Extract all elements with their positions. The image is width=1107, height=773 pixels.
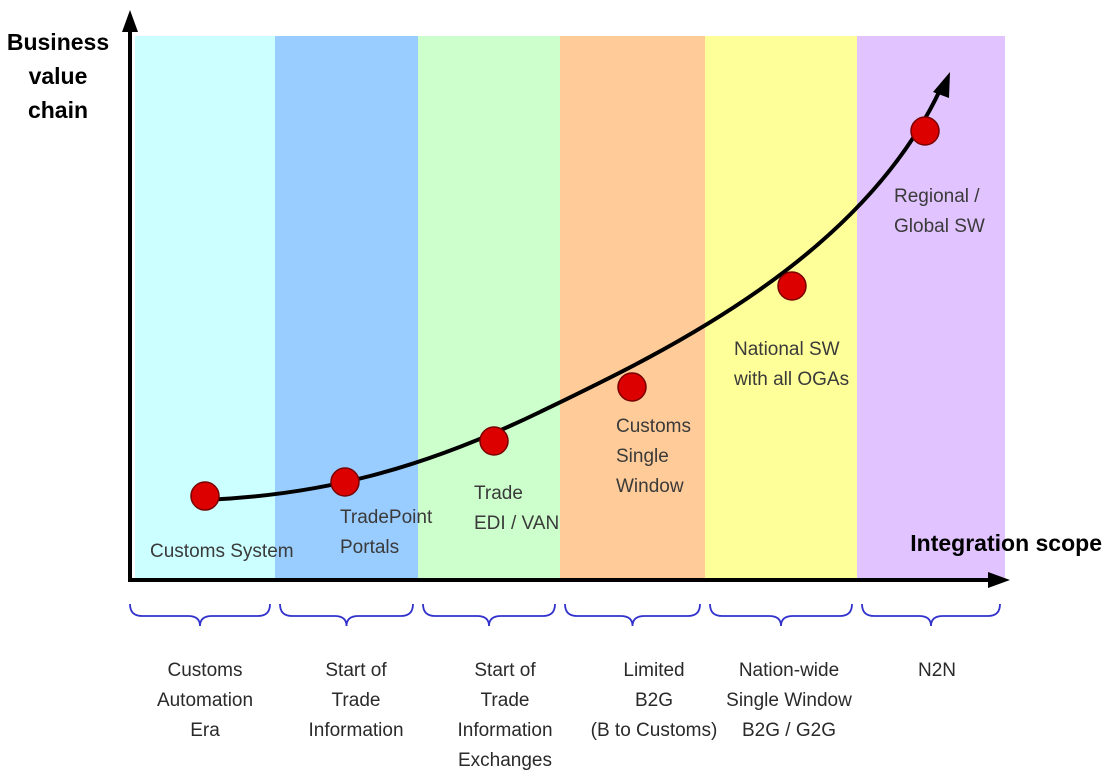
era-label-2-line: Information — [308, 720, 403, 741]
era-band-6 — [857, 36, 1005, 578]
growth-curve — [204, 89, 942, 502]
milestone-label-2: TradePoint Portals — [340, 507, 433, 558]
milestone-label-3-line: EDI / VAN — [474, 513, 559, 534]
era-label-4: Limited B2G (B to Customs) — [591, 660, 718, 741]
curve-arrowhead — [933, 72, 950, 98]
era-label-2-line: Trade — [332, 690, 381, 711]
era-brace-4 — [564, 603, 701, 627]
milestone-label-3-line: Trade — [474, 483, 523, 504]
milestone-label-5: National SW with all OGAs — [733, 339, 849, 390]
milestone-label-5-line: with all OGAs — [733, 369, 849, 390]
milestone-label-6-line: Regional / — [894, 186, 980, 207]
era-label-1-line: Automation — [157, 690, 253, 711]
era-label-1: Customs Automation Era — [157, 660, 253, 741]
milestone-label-1-line: Customs System — [150, 541, 294, 562]
milestone-label-4-line: Single — [616, 446, 669, 467]
milestone-label-2-line: Portals — [340, 537, 399, 558]
milestone-dot-5 — [777, 271, 807, 301]
milestone-label-5-line: National SW — [734, 339, 840, 360]
era-band-5 — [705, 36, 857, 578]
era-brace-5 — [709, 603, 853, 627]
era-label-4-line: (B to Customs) — [591, 720, 718, 741]
milestone-label-4-line: Window — [616, 476, 684, 497]
milestone-label-6: Regional / Global SW — [894, 186, 985, 237]
milestone-dot-1 — [190, 481, 220, 511]
era-labels: Customs Automation Era Start of Trade Informa… — [157, 660, 956, 771]
era-brace-1 — [129, 603, 271, 627]
milestone-labels: Customs System TradePoint Portals Trade EDI … — [150, 186, 985, 562]
era-braces — [129, 603, 1001, 627]
milestone-dot-3 — [479, 426, 509, 456]
milestone-label-6-line: Global SW — [894, 216, 985, 237]
era-label-4-line: B2G — [635, 690, 673, 711]
era-brace-2 — [279, 603, 414, 627]
era-label-5: Nation-wide Single Window B2G / G2G — [726, 660, 852, 741]
milestone-dot-4 — [617, 372, 647, 402]
axis-titles: Business value chain Integration scope — [7, 29, 1102, 556]
milestone-label-3: Trade EDI / VAN — [474, 483, 559, 534]
era-label-6: N2N — [918, 660, 956, 681]
era-band-2 — [275, 36, 418, 578]
era-label-5-line: Single Window — [726, 690, 852, 711]
era-brace-3 — [422, 603, 556, 627]
era-bands — [135, 36, 1005, 578]
milestone-label-2-line: TradePoint — [340, 507, 433, 528]
milestone-label-4: Customs Single Window — [616, 416, 691, 497]
era-label-3-line: Start of — [474, 660, 536, 681]
y-axis-title: Business value chain — [7, 29, 109, 123]
milestone-markers — [190, 116, 940, 511]
x-axis-title: Integration scope — [910, 530, 1102, 556]
era-label-5-line: Nation-wide — [739, 660, 839, 681]
axes — [122, 10, 1010, 588]
era-band-3 — [418, 36, 560, 578]
era-label-5-line: B2G / G2G — [742, 720, 836, 741]
era-label-1-line: Customs — [168, 660, 243, 681]
y-axis-title-line: Business — [7, 29, 109, 55]
era-label-3-line: Information — [457, 720, 552, 741]
era-label-6-line: N2N — [918, 660, 956, 681]
milestone-dot-6 — [910, 116, 940, 146]
milestone-label-4-line: Customs — [616, 416, 691, 437]
era-label-4-line: Limited — [623, 660, 684, 681]
y-axis-title-line: chain — [28, 97, 88, 123]
era-label-3-line: Exchanges — [458, 750, 552, 771]
y-axis-title-line: value — [29, 63, 88, 89]
x-axis-arrowhead — [988, 572, 1010, 588]
milestone-dot-2 — [330, 467, 360, 497]
era-label-2: Start of Trade Information — [308, 660, 403, 741]
y-axis-arrowhead — [122, 10, 138, 32]
era-label-3-line: Trade — [481, 690, 530, 711]
value-curve — [204, 72, 950, 502]
era-label-3: Start of Trade Information Exchanges — [457, 660, 552, 771]
milestone-label-1: Customs System — [150, 541, 294, 562]
era-brace-6 — [861, 603, 1001, 627]
era-label-2-line: Start of — [325, 660, 387, 681]
era-band-4 — [560, 36, 705, 578]
era-label-1-line: Era — [190, 720, 220, 741]
